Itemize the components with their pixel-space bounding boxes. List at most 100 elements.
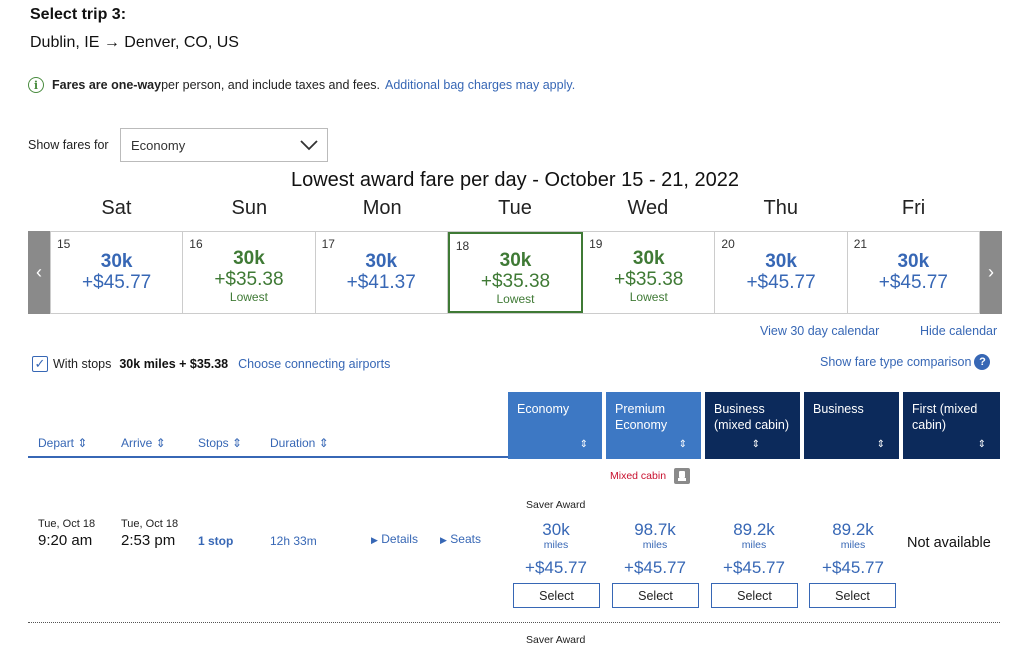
fare-compare-label: Show fare type comparison [820,355,972,369]
cabin-label: First (mixed cabin) [912,402,978,432]
with-stops-summary: 30k miles + $35.38 [119,357,229,371]
sort-stops-label: Stops [198,436,229,450]
select-business-mixed-button[interactable]: Select [711,583,798,608]
first-not-available: Not available [907,535,991,551]
sort-icon: ⇕ [77,436,88,450]
day-miles: 30k [100,251,133,272]
details-label: Details [381,532,418,546]
mixed-cabin-note: Mixed cabin [610,468,691,484]
bag-charges-link[interactable]: Additional bag charges may apply. [385,78,576,92]
chevron-left-icon: ‹ [36,262,42,282]
day-miles: 30k [365,251,398,272]
calendar-day-names: Sat Sun Mon Tue Wed Thu Fri [50,197,980,220]
day-price: +$45.77 [746,272,816,293]
calendar-prev-button[interactable]: ‹ [28,231,50,314]
cabin-header-economy[interactable]: Economy ⇕ [508,392,602,459]
fare-info-bold: Fares are one-way [52,78,162,92]
day-name: Fri [901,197,926,219]
arrive-time: 2:53 pm [121,532,176,549]
day-price: +$41.37 [346,272,416,293]
day-name: Sat [101,197,132,219]
calendar-day-tue[interactable]: 18 30k +$35.38 Lowest [447,232,584,313]
sort-stops[interactable]: Stops ⇕ [198,436,242,450]
day-number: 19 [589,237,603,251]
sort-icon: ⇕ [977,439,986,450]
lowest-label: Lowest [629,290,668,304]
sort-icon: ⇕ [751,439,760,450]
fare-class-value: Economy [131,138,186,153]
calendar-strip: 15 30k +$45.77 16 30k +$35.38 Lowest 17 … [50,231,980,314]
fare-premium-economy: 98.7k miles +$45.77 [605,521,705,578]
caret-right-icon: ▶ [440,535,447,545]
day-miles: 30k [632,248,665,269]
view-30-day-link[interactable]: View 30 day calendar [760,324,880,338]
sort-duration[interactable]: Duration ⇕ [270,436,329,450]
lowest-label: Lowest [496,292,535,306]
depart-time: 9:20 am [38,532,93,549]
caret-right-icon: ▶ [371,535,378,545]
sort-icon: ⇕ [678,439,687,450]
calendar-day-sat[interactable]: 15 30k +$45.77 [50,232,184,313]
details-link[interactable]: ▶ Details [371,532,418,546]
select-business-button[interactable]: Select [809,583,896,608]
calendar-day-wed[interactable]: 19 30k +$35.38 Lowest [583,232,716,313]
sort-icon: ⇕ [318,436,329,450]
fare-miles: 89.2k [733,520,775,539]
fare-business-mixed: 89.2k miles +$45.77 [704,521,804,578]
day-name: Sun [231,197,268,219]
fare-info-notice: i Fares are one-way per person, and incl… [28,77,575,93]
cabin-header-business-mixed[interactable]: Business (mixed cabin) ⇕ [705,392,800,459]
fare-miles: 89.2k [832,520,874,539]
cabin-label: Business (mixed cabin) [714,402,790,432]
day-number: 21 [853,237,868,251]
calendar-day-thu[interactable]: 20 30k +$45.77 [715,232,848,313]
calendar-day-fri[interactable]: 21 30k +$45.77 [848,232,980,313]
hide-calendar-link[interactable]: Hide calendar [920,324,998,338]
choose-airports-link[interactable]: Choose connecting airports [238,357,391,371]
seats-label: Seats [450,532,481,546]
select-premium-economy-button[interactable]: Select [612,583,699,608]
sort-depart-label: Depart [38,436,75,450]
calendar-next-button[interactable]: › [980,231,1002,314]
calendar-day-sun[interactable]: 16 30k +$35.38 Lowest [183,232,316,313]
sort-arrive[interactable]: Arrive ⇕ [121,436,166,450]
day-number: 18 [455,239,470,253]
sort-icon: ⇕ [876,439,885,450]
header-underline [28,456,510,458]
day-miles: 30k [765,251,797,272]
mixed-cabin-label: Mixed cabin [610,470,667,482]
fare-compare-link[interactable]: Show fare type comparison ? [820,354,991,370]
show-fares-label: Show fares for [28,138,109,152]
select-economy-button[interactable]: Select [513,583,600,608]
calendar-title: Lowest award fare per day - October 15 -… [290,169,740,191]
help-icon[interactable]: ? [974,354,991,370]
fare-class-select[interactable]: Economy [120,128,328,162]
arrive-date: Tue, Oct 18 [121,518,179,530]
info-icon: i [28,77,44,93]
sort-depart[interactable]: Depart ⇕ [38,436,87,450]
day-name: Thu [763,197,798,219]
fare-info-text: per person, and include taxes and fees. [161,78,380,92]
cabin-header-business[interactable]: Business ⇕ [804,392,899,459]
day-price: +$45.77 [878,272,948,293]
depart-date: Tue, Oct 18 [38,518,96,530]
cabin-header-first-mixed[interactable]: First (mixed cabin) ⇕ [903,392,1000,459]
sort-icon: ⇕ [232,436,243,450]
page-title: Select trip 3: [30,6,127,23]
day-name: Tue [498,197,532,219]
sort-duration-label: Duration [270,436,316,450]
sort-icon: ⇕ [155,436,166,450]
fare-unit: miles [642,539,668,551]
seat-icon[interactable] [674,468,691,484]
with-stops-checkbox[interactable]: ✓ [32,356,48,372]
cabin-header-premium-economy[interactable]: Premium Economy ⇕ [606,392,701,459]
stops-link[interactable]: 1 stop [198,534,234,548]
calendar-day-mon[interactable]: 17 30k +$41.37 [316,232,448,313]
fare-business: 89.2k miles +$45.77 [803,521,903,578]
day-number: 16 [189,237,203,251]
chevron-right-icon: › [988,262,994,282]
fare-unit: miles [840,539,866,551]
seats-link[interactable]: ▶ Seats [440,532,481,546]
fare-price: +$45.77 [723,558,785,577]
saver-award-label: Saver Award [526,499,586,511]
